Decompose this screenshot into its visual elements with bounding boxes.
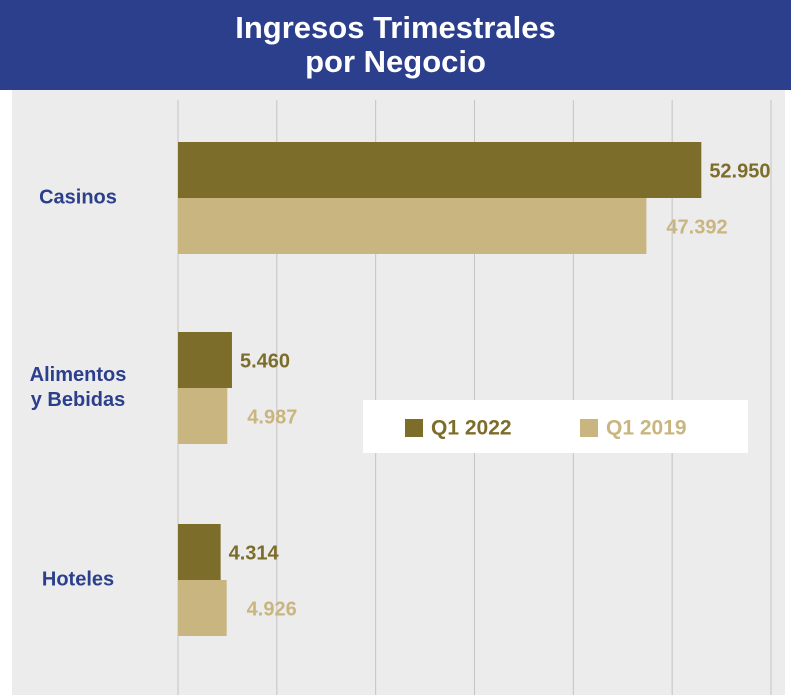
category-label: Hoteles: [41, 568, 115, 591]
value-label: 4.987: [247, 406, 297, 428]
chart-title: Ingresos Trimestrales por Negocio: [0, 0, 791, 90]
legend-swatch: [580, 419, 598, 437]
bar: [178, 580, 227, 636]
value-label: 52.950: [709, 160, 770, 182]
value-label: 5.460: [240, 350, 290, 372]
value-label: 47.392: [666, 216, 727, 238]
value-label: 4.926: [247, 598, 297, 620]
legend-label: Q1 2019: [606, 417, 687, 440]
category-label: Alimentos y Bebidas: [29, 364, 127, 411]
bar: [178, 332, 232, 388]
legend-swatch: [405, 419, 423, 437]
legend-label: Q1 2022: [431, 417, 512, 440]
legend-box: [363, 400, 748, 453]
bar: [178, 388, 228, 444]
bar: [178, 198, 647, 254]
bar: [178, 142, 702, 198]
category-label: Casinos: [39, 186, 117, 209]
value-label: 4.314: [229, 542, 280, 564]
bar: [178, 524, 221, 580]
